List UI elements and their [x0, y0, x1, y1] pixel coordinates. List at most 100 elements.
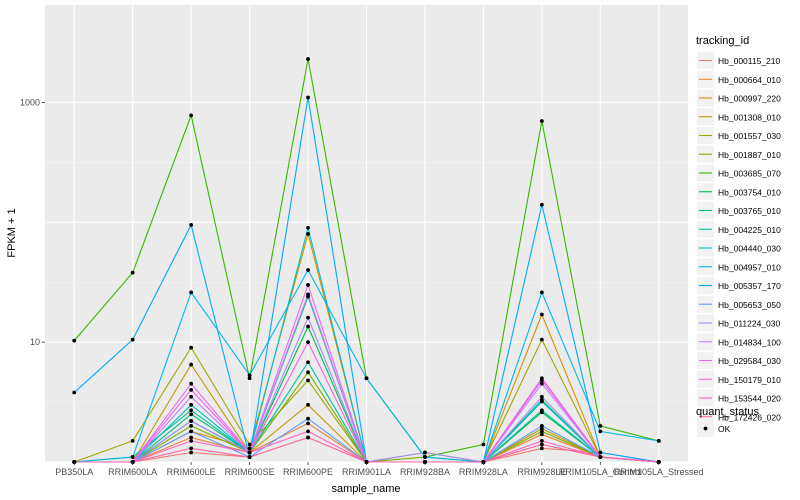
y-axis-ticks: 10 1000 [20, 97, 45, 347]
legend-title: tracking_id [696, 35, 749, 47]
legend2-title: quant_status [696, 406, 759, 418]
legend-label: Hb_001308_010 [718, 112, 781, 122]
x-axis-ticks: PB350LA RRIM600LA RRIM600LE RRIM600SE RRIM60… [55, 462, 704, 477]
data-point [306, 283, 310, 287]
legend-label: Hb_000997_220 [718, 94, 781, 104]
legend2-label: OK [718, 424, 731, 434]
data-point [189, 419, 194, 423]
data-point [539, 426, 544, 431]
data-point [247, 455, 252, 459]
legend-label: Hb_029584_030 [718, 356, 781, 366]
data-point [306, 421, 310, 426]
data-point [189, 113, 194, 118]
data-point [189, 408, 194, 413]
legend-item: Hb_014834_100 [697, 333, 781, 351]
data-point [189, 394, 194, 399]
data-point [306, 57, 310, 61]
legend-label: Hb_153544_020 [718, 394, 781, 404]
y-axis-title: FPKM + 1 [6, 208, 18, 257]
legend-item: Hb_005653_050 [697, 295, 781, 313]
data-point [306, 435, 310, 440]
x-tick-label: RRIM928LE [517, 467, 566, 477]
data-point [189, 438, 194, 443]
legend-label: Hb_001557_030 [718, 131, 781, 141]
x-tick-label: RRIM901LA [342, 467, 391, 477]
legend-label: Hb_004957_010 [718, 262, 781, 272]
data-point [130, 438, 135, 443]
legend-item: Hb_011224_030 [697, 314, 781, 332]
legend-quant-status: quant_status OK [696, 406, 759, 437]
data-point [189, 381, 194, 386]
x-tick-label: RRIM600SE [225, 467, 275, 477]
data-point [539, 119, 544, 123]
legend-item: Hb_005357_170 [697, 277, 781, 294]
legend-label: Hb_003754_010 [718, 187, 781, 197]
legend-label: Hb_172426_020 [718, 412, 781, 422]
legend-item: Hb_003754_010 [697, 183, 781, 201]
data-point [364, 376, 369, 381]
legend2-item: OK [697, 420, 731, 437]
data-point [189, 412, 194, 417]
data-point [306, 416, 310, 421]
x-tick-label: PB350LA [55, 467, 93, 477]
data-point [306, 340, 310, 345]
data-point [539, 442, 544, 447]
data-point [306, 324, 310, 329]
data-point [189, 387, 194, 392]
data-point [598, 455, 603, 459]
x-tick-label: RRIM105LA_Control [559, 467, 642, 477]
data-point [539, 438, 544, 443]
data-point [539, 399, 544, 404]
data-point [423, 450, 427, 455]
legend-label: Hb_005357_170 [718, 281, 781, 291]
data-point [598, 424, 603, 428]
legend-label: Hb_005653_050 [718, 300, 781, 310]
legend-item: Hb_000664_010 [697, 70, 781, 88]
data-point [72, 390, 77, 395]
legend-label: Hb_004440_030 [718, 244, 781, 254]
data-point [130, 337, 135, 342]
y-tick-label: 1000 [20, 97, 40, 107]
data-point [189, 435, 194, 440]
data-point [306, 315, 310, 320]
data-point [189, 223, 194, 227]
legend-item: Hb_000115_210 [697, 52, 781, 69]
legend-item: Hb_000997_220 [697, 89, 781, 107]
legend-item: Hb_003765_010 [697, 202, 781, 219]
legend-item: Hb_004957_010 [697, 258, 781, 276]
data-point [598, 429, 603, 434]
data-point [189, 290, 194, 295]
legend-label: Hb_000664_010 [718, 75, 781, 85]
data-point [306, 378, 310, 383]
data-point [539, 429, 544, 434]
data-point [539, 376, 544, 381]
data-point [539, 337, 544, 342]
data-point [189, 345, 194, 350]
legend: tracking_id Hb_000115_210 Hb_000664_010 Hb… [696, 35, 781, 426]
data-point [598, 450, 603, 455]
data-point [130, 455, 135, 459]
legend-item: Hb_004440_030 [697, 239, 781, 257]
legend-label: Hb_001887_010 [718, 150, 781, 160]
data-point [247, 376, 252, 381]
legend-label: Hb_014834_100 [718, 337, 781, 347]
legend-label: Hb_003685_070 [718, 169, 781, 179]
data-point [189, 450, 194, 455]
data-point [306, 232, 310, 236]
y-tick-label: 10 [30, 337, 40, 347]
data-point [481, 442, 486, 447]
x-tick-label: RRIM600LA [108, 467, 157, 477]
data-point [189, 402, 194, 407]
data-point [306, 95, 310, 100]
legend-item: Hb_004225_010 [697, 220, 781, 238]
data-point [539, 394, 544, 399]
x-tick-label: RRIM600PE [283, 467, 333, 477]
data-point [306, 429, 310, 434]
grid [45, 5, 688, 463]
data-point [423, 455, 427, 459]
data-point [72, 338, 77, 343]
data-point [247, 450, 252, 455]
data-point [306, 402, 310, 407]
legend-label: Hb_004225_010 [718, 225, 781, 235]
legend-item: Hb_029584_030 [697, 352, 781, 369]
